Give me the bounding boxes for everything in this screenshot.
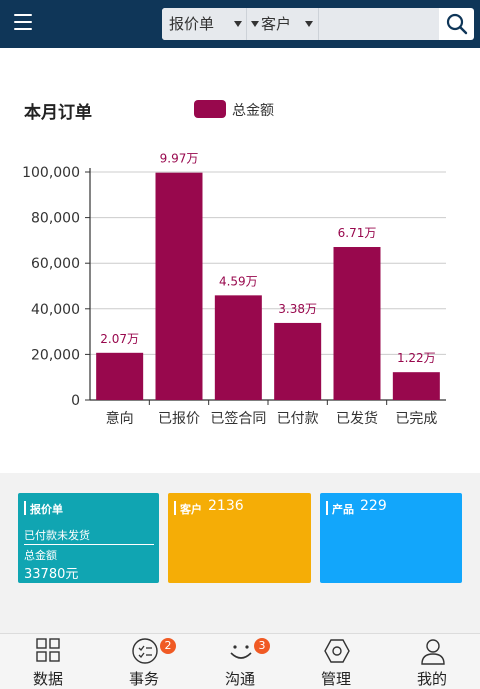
search-input[interactable]	[319, 8, 439, 40]
top-bar: 报价单 客户	[0, 0, 480, 48]
bottom-nav: 数据 2 事务 3 沟通 管理 我的	[0, 633, 480, 689]
y-tick-label: 80,000	[31, 211, 80, 227]
hexagon-icon	[324, 639, 350, 663]
data-label: 9.97万	[160, 152, 199, 166]
y-tick-label: 60,000	[31, 256, 80, 272]
field-select-label: 客户	[261, 15, 292, 33]
nav-label: 事务	[128, 670, 159, 688]
x-tick-label: 意向	[106, 410, 134, 427]
nav-label: 管理	[320, 670, 351, 688]
user-icon	[421, 639, 445, 665]
x-tick-label: 已签合同	[210, 410, 266, 427]
nav-label: 我的	[416, 670, 447, 688]
bar	[96, 352, 144, 400]
nav-label: 数据	[32, 670, 63, 688]
type-select-label: 报价单	[169, 15, 215, 33]
quote-status: 已付款未发货	[24, 529, 90, 542]
data-label: 4.59万	[219, 274, 258, 288]
divider	[318, 8, 319, 40]
nav-item-me[interactable]: 我的	[384, 634, 480, 689]
product-card[interactable]: 产品 229	[320, 493, 462, 583]
quote-card-title: 报价单	[30, 503, 63, 516]
divider	[24, 544, 154, 545]
chevron-down-icon	[251, 21, 259, 27]
bar	[333, 247, 381, 400]
quote-total-label: 总金额	[24, 549, 57, 562]
nav-label: 沟通	[224, 670, 255, 688]
nav-item-data[interactable]: 数据	[0, 634, 96, 689]
x-tick-label: 已完成	[395, 411, 437, 427]
data-label: 1.22万	[397, 351, 436, 365]
order-chart-card: 本月订单 总金额 0 20,000 40,000 60,000 80,000 100,00…	[0, 48, 480, 473]
y-tick-label: 0	[71, 393, 80, 409]
card-accent	[326, 501, 328, 515]
smile-icon	[230, 645, 252, 659]
customer-count: 2136	[208, 498, 244, 514]
customer-card-title: 客户	[180, 503, 202, 516]
card-accent	[24, 501, 26, 515]
quote-total-amount: 33780元	[24, 567, 79, 582]
bar	[392, 372, 440, 400]
product-card-title: 产品	[332, 503, 354, 516]
type-select[interactable]: 报价单	[162, 8, 246, 40]
bar	[155, 172, 203, 400]
y-tick-label: 20,000	[31, 347, 80, 363]
x-tick-label: 已发货	[336, 410, 378, 427]
stats-section: 报价单 已付款未发货 总金额 33780元 客户 2136 产品 229	[0, 473, 480, 633]
chat-badge: 3	[254, 638, 270, 654]
search-bar: 报价单 客户	[162, 8, 474, 40]
y-tick-label: 100,000	[22, 165, 80, 181]
data-label: 2.07万	[100, 332, 139, 346]
task-icon	[132, 638, 158, 664]
field-select[interactable]: 客户	[246, 8, 318, 40]
chevron-down-icon	[234, 21, 242, 27]
data-label: 3.38万	[278, 302, 317, 316]
customer-card[interactable]: 客户 2136	[168, 493, 311, 583]
x-tick-label: 已报价	[158, 411, 200, 427]
card-accent	[174, 501, 176, 515]
nav-item-chat[interactable]: 3 沟通	[192, 634, 288, 689]
tasks-badge: 2	[160, 638, 176, 654]
nav-item-tasks[interactable]: 2 事务	[96, 634, 192, 689]
bar	[274, 322, 322, 400]
legend-swatch[interactable]	[194, 100, 226, 118]
chevron-down-icon	[305, 21, 313, 27]
bar	[214, 295, 262, 400]
search-icon[interactable]	[446, 13, 468, 35]
menu-icon[interactable]	[14, 14, 32, 32]
nav-item-manage[interactable]: 管理	[288, 634, 384, 689]
x-tick-label: 已付款	[277, 411, 319, 427]
legend-label[interactable]: 总金额	[232, 103, 274, 119]
product-count: 229	[360, 498, 387, 514]
y-tick-label: 40,000	[31, 302, 80, 318]
chart-title: 本月订单	[24, 103, 92, 123]
grid-icon	[36, 638, 60, 662]
data-label: 6.71万	[338, 226, 377, 240]
quote-card[interactable]: 报价单 已付款未发货 总金额 33780元	[18, 493, 159, 583]
